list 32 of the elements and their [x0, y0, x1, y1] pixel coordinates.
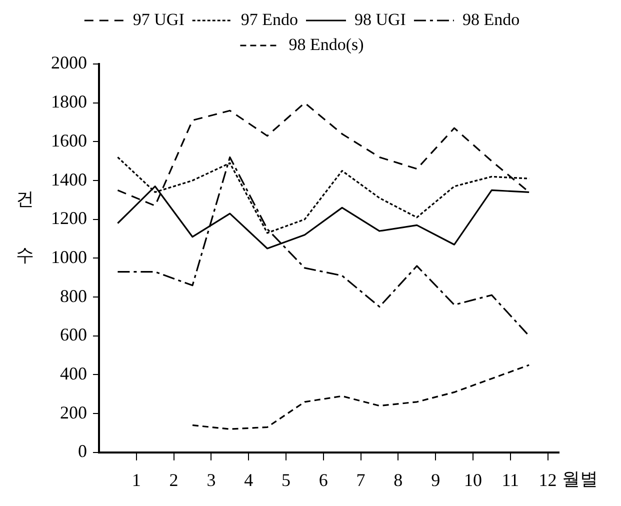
x-tick-label: 3 — [206, 470, 216, 490]
line-series — [116, 156, 530, 337]
x-tick-label: 8 — [394, 470, 403, 490]
y-tick-label: 2000 — [51, 52, 87, 73]
x-tick-label: 7 — [356, 470, 366, 490]
y-tick-label: 200 — [60, 402, 87, 422]
x-tick-label: 1 — [132, 470, 141, 490]
x-tick-label: 6 — [318, 470, 328, 490]
legend-label: 98 Endo — [462, 10, 520, 29]
x-axis-title: 월별 — [562, 469, 598, 490]
y-tick-label: 1400 — [51, 169, 87, 190]
y-tick-label: 800 — [60, 286, 87, 306]
legend-label: 97 UGI — [132, 10, 185, 29]
y-tick-label: 600 — [60, 324, 87, 345]
y-tick-label: 1000 — [51, 246, 87, 267]
x-tick-label: 2 — [169, 470, 178, 490]
legend-label: 97 Endo — [240, 10, 298, 29]
x-tick-label: 12 — [538, 470, 557, 490]
y-tick-label: 0 — [78, 441, 87, 462]
y-tick-label: 1800 — [51, 92, 87, 112]
x-tick-label: 9 — [431, 470, 440, 490]
y-tick-label: 400 — [60, 363, 87, 384]
legend-label: 98 Endo(s) — [288, 34, 364, 54]
text: 건 수 — [16, 188, 34, 265]
x-tick-label: 5 — [281, 470, 290, 490]
x-tick-label: 11 — [502, 470, 520, 490]
y-tick-label: 1600 — [51, 130, 87, 150]
legend-label: 98 UGI — [354, 10, 406, 29]
line-series — [192, 364, 530, 430]
y-tick-label: 1200 — [51, 208, 87, 228]
x-tick-label: 10 — [464, 470, 482, 490]
x-tick-label: 4 — [244, 470, 254, 490]
